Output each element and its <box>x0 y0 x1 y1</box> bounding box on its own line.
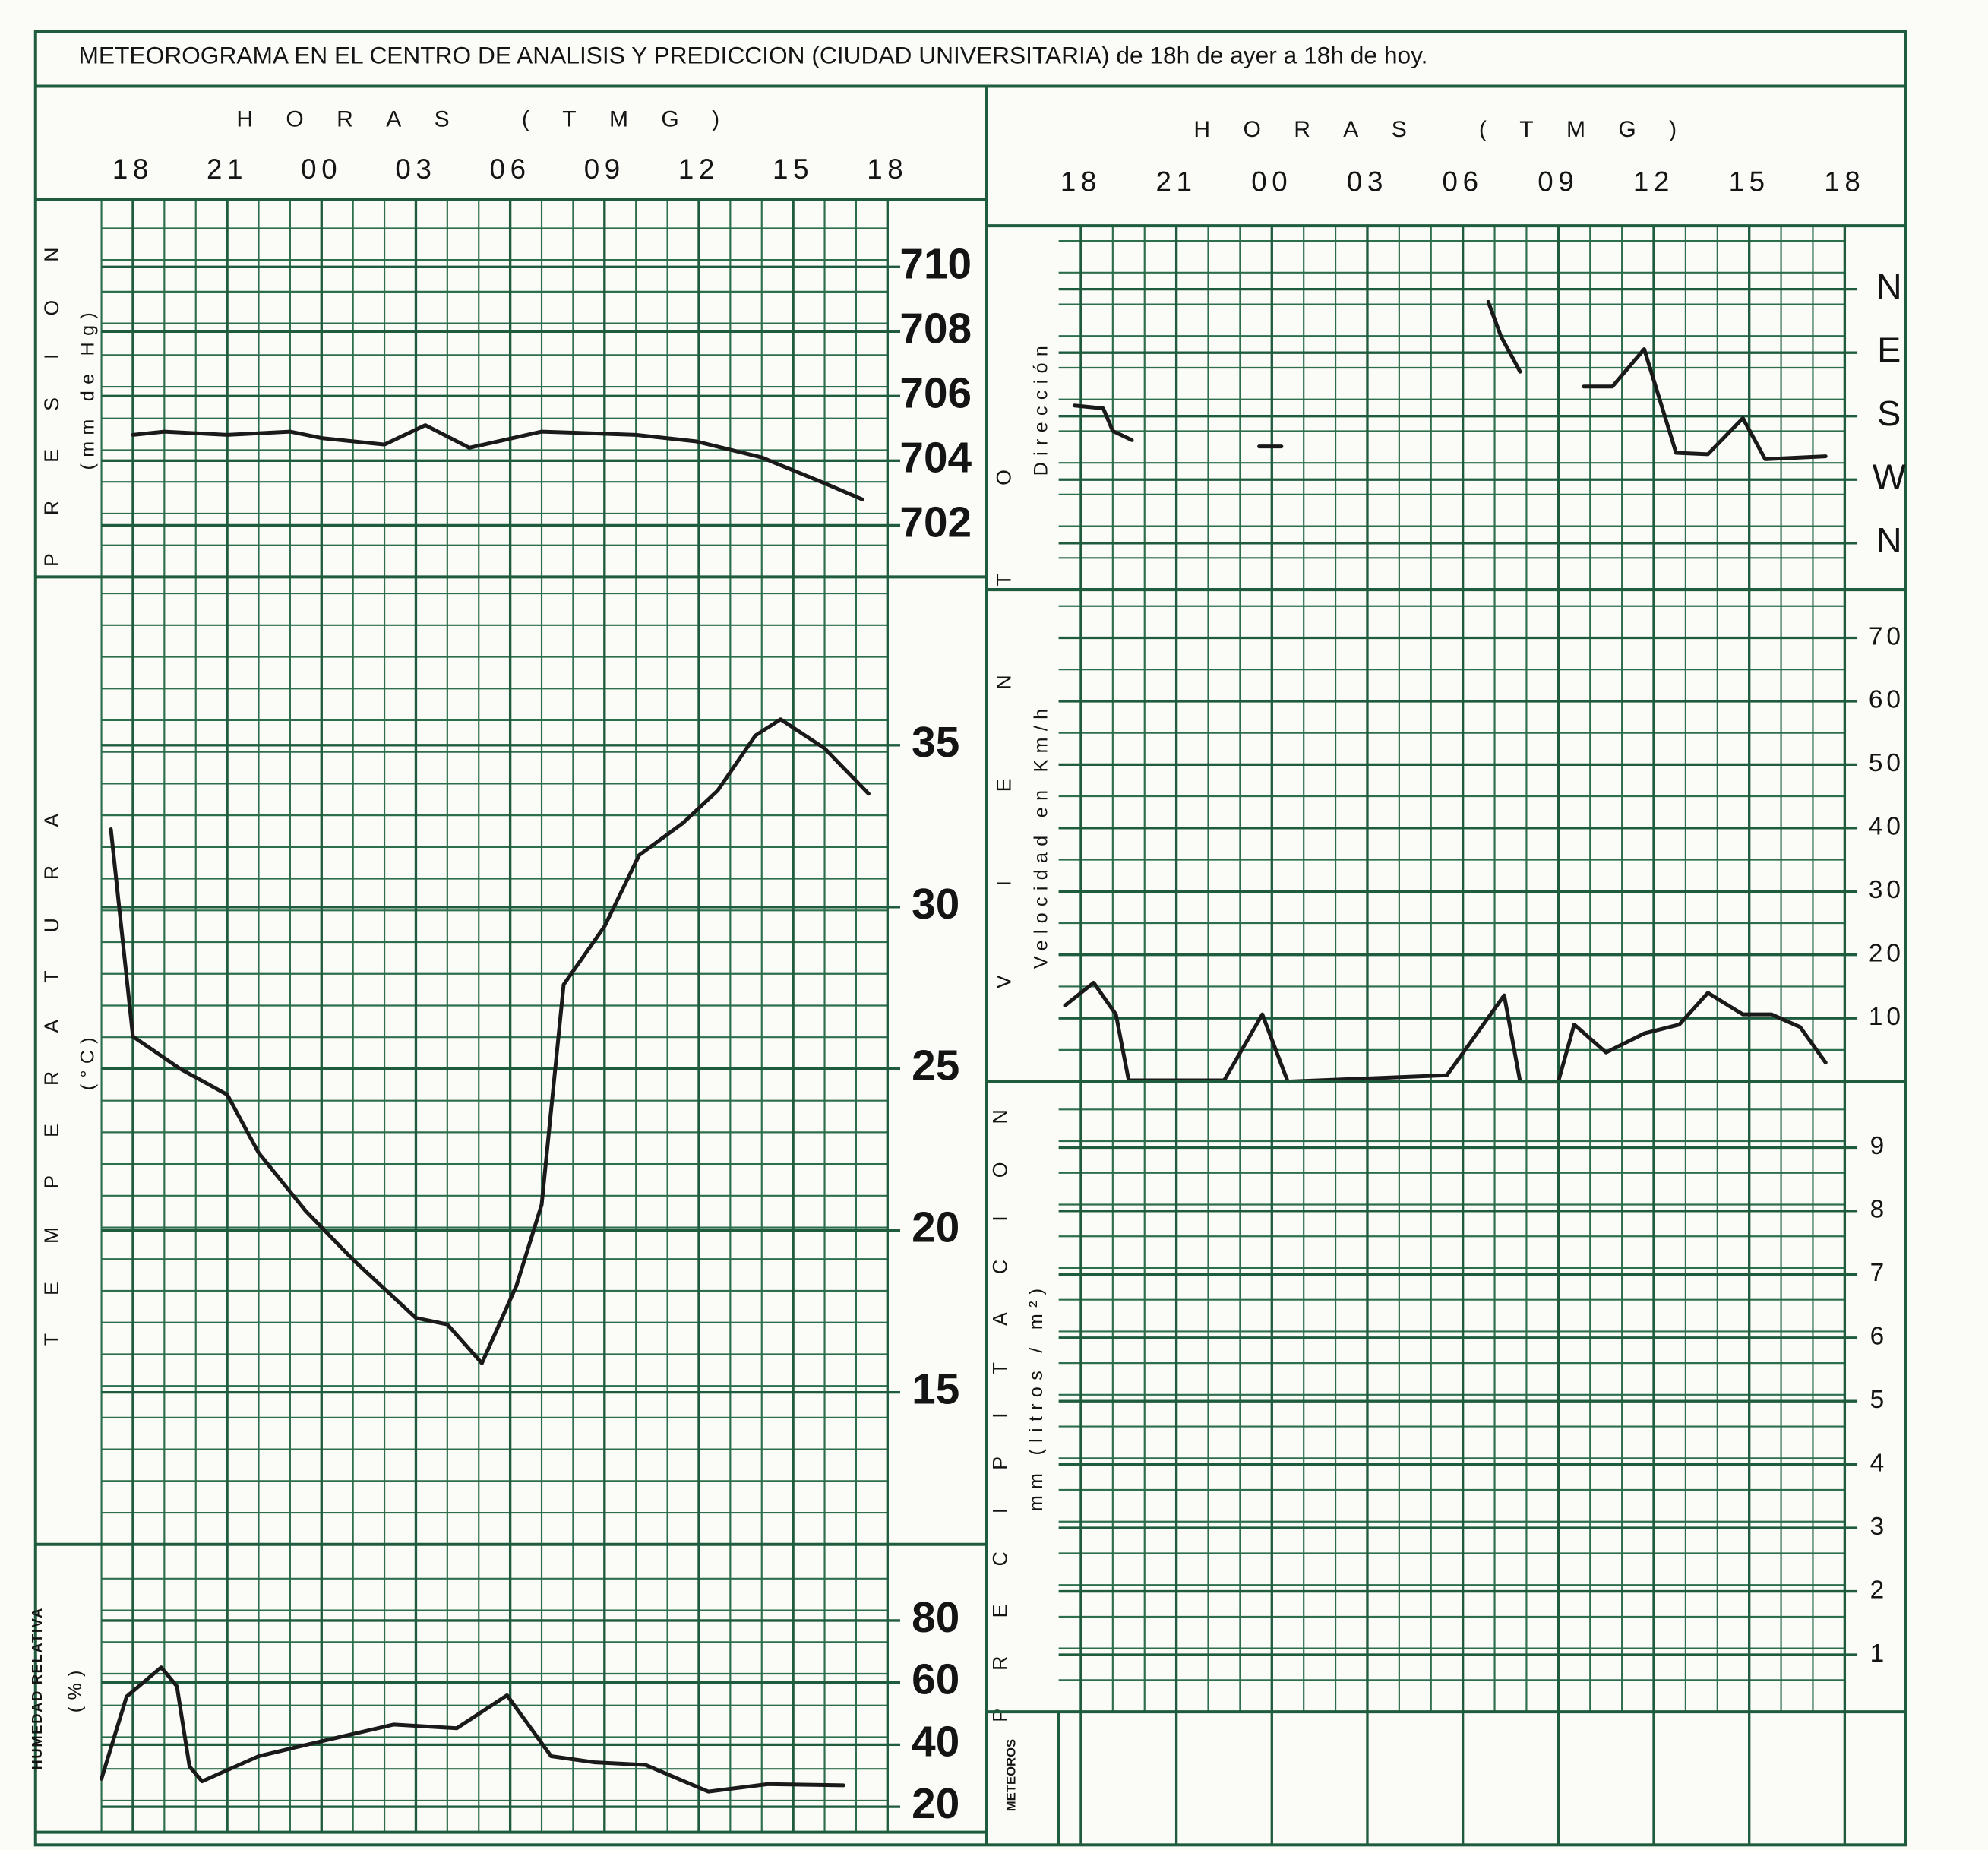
y-tick-label: 20 <box>1869 940 1904 968</box>
y-axis-label: mm (litros / m²) <box>1026 1282 1047 1512</box>
y-tick-label: 1 <box>1870 1640 1888 1668</box>
y-tick-label: E <box>1877 330 1901 370</box>
y-tick-label: N <box>1876 520 1902 560</box>
y-tick-label: 9 <box>1870 1132 1888 1160</box>
outer-frame <box>33 30 1907 1847</box>
x-tick-label: 15 <box>1729 166 1770 198</box>
x-tick-label: 12 <box>678 153 719 185</box>
data-line <box>1582 347 1828 461</box>
y-tick-label: 702 <box>899 498 972 546</box>
y-axis-label: (%) <box>65 1664 86 1712</box>
x-tick-label: 06 <box>1443 166 1484 198</box>
x-tick-label: 21 <box>1156 166 1197 198</box>
y-tick-label: 70 <box>1869 622 1904 650</box>
y-tick-label: 3 <box>1870 1513 1888 1541</box>
x-tick-label: 12 <box>1633 166 1674 198</box>
data-line <box>131 423 864 501</box>
x-tick-label: 21 <box>207 153 248 185</box>
x-tick-label: 18 <box>1060 166 1101 198</box>
y-tick-label: 30 <box>912 881 959 928</box>
y-tick-label: 15 <box>912 1366 959 1414</box>
y-tick-label: 20 <box>912 1780 959 1828</box>
y-tick-label: 30 <box>1869 876 1904 904</box>
y-tick-label: 706 <box>899 369 972 417</box>
y-tick-label: 40 <box>1869 813 1904 841</box>
y-tick-label: 40 <box>912 1718 959 1766</box>
page-title: METEOROGRAMA EN EL CENTRO DE ANALISIS Y … <box>79 41 1428 68</box>
x-tick-label: 09 <box>1538 166 1579 198</box>
y-tick-label: 10 <box>1869 1003 1904 1031</box>
y-tick-label: 7 <box>1870 1259 1888 1287</box>
y-axis-label: (mm de Hg) <box>77 306 98 470</box>
x-axis-title: HORAS (TMG) <box>236 106 752 131</box>
x-tick-label: 03 <box>1347 166 1388 198</box>
x-tick-label: 18 <box>867 153 908 185</box>
panel-title: PRECIPITACION <box>989 1071 1012 1722</box>
x-tick-label: 00 <box>1251 166 1292 198</box>
y-tick-label: 710 <box>899 240 972 288</box>
meteoros-label: METEOROS <box>1003 1739 1018 1811</box>
y-tick-label: 60 <box>912 1656 959 1704</box>
y-tick-label: 20 <box>912 1204 959 1252</box>
data-line <box>1073 403 1134 442</box>
panel-title: HUMEDAD RELATIVA <box>29 1607 45 1770</box>
y-axis-label: (°C) <box>77 1031 98 1090</box>
panel-title: VIENTO <box>993 381 1016 988</box>
y-tick-label: 6 <box>1870 1323 1888 1351</box>
y-tick-label: 60 <box>1869 686 1904 714</box>
y-tick-label: 708 <box>899 305 972 353</box>
x-tick-label: 18 <box>112 153 153 185</box>
x-tick-label: 09 <box>584 153 625 185</box>
panel-title: PRESION <box>40 209 63 567</box>
y-axis-label: Velocidad en Km/h <box>1031 703 1052 969</box>
y-tick-label: 50 <box>1869 749 1904 777</box>
y-tick-label: N <box>1876 267 1902 306</box>
x-tick-label: 15 <box>773 153 814 185</box>
x-tick-label: 00 <box>301 153 342 185</box>
y-tick-label: 35 <box>912 719 959 767</box>
x-tick-label: 03 <box>395 153 436 185</box>
y-tick-label: 5 <box>1870 1386 1888 1414</box>
y-tick-label: S <box>1877 394 1901 433</box>
x-axis-title: HORAS (TMG) <box>1193 117 1709 142</box>
y-axis-label: Dirección <box>1031 340 1052 476</box>
y-tick-label: 80 <box>912 1594 959 1642</box>
data-line <box>109 717 871 1365</box>
y-tick-label: 2 <box>1870 1576 1888 1604</box>
y-tick-label: 8 <box>1870 1196 1888 1224</box>
y-tick-label: 704 <box>899 434 972 482</box>
panel-title: TEMPERATURA <box>40 776 63 1346</box>
x-tick-label: 18 <box>1824 166 1865 198</box>
data-line <box>1486 299 1522 374</box>
y-tick-label: W <box>1873 457 1906 497</box>
x-tick-label: 06 <box>490 153 531 185</box>
data-line <box>100 1665 845 1794</box>
y-tick-label: 25 <box>912 1042 959 1090</box>
y-tick-label: 4 <box>1870 1449 1888 1477</box>
